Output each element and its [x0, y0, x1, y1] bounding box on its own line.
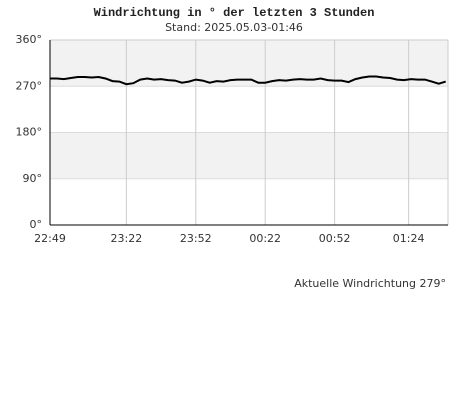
x-tick-label: 22:49	[34, 232, 66, 245]
band	[50, 132, 448, 179]
y-tick-label: 180°	[16, 126, 43, 139]
y-tick-label: 270°	[16, 79, 43, 92]
chart-title: Windrichtung in ° der letzten 3 Stunden	[94, 6, 375, 20]
band	[50, 40, 448, 87]
x-tick-label: 01:24	[393, 232, 425, 245]
y-tick-label: 360°	[16, 33, 43, 46]
x-tick-label: 00:52	[319, 232, 351, 245]
annotation: Aktuelle Windrichtung 279°	[294, 277, 446, 290]
y-tick-label: 90°	[23, 172, 43, 185]
x-tick-label: 23:52	[180, 232, 212, 245]
data-line	[50, 75, 446, 86]
chart-subtitle: Stand: 2025.05.03-01:46	[165, 21, 303, 34]
x-tick-label: 00:22	[249, 232, 281, 245]
x-tick-label: 23:22	[111, 232, 143, 245]
y-tick-label: 0°	[30, 218, 43, 231]
